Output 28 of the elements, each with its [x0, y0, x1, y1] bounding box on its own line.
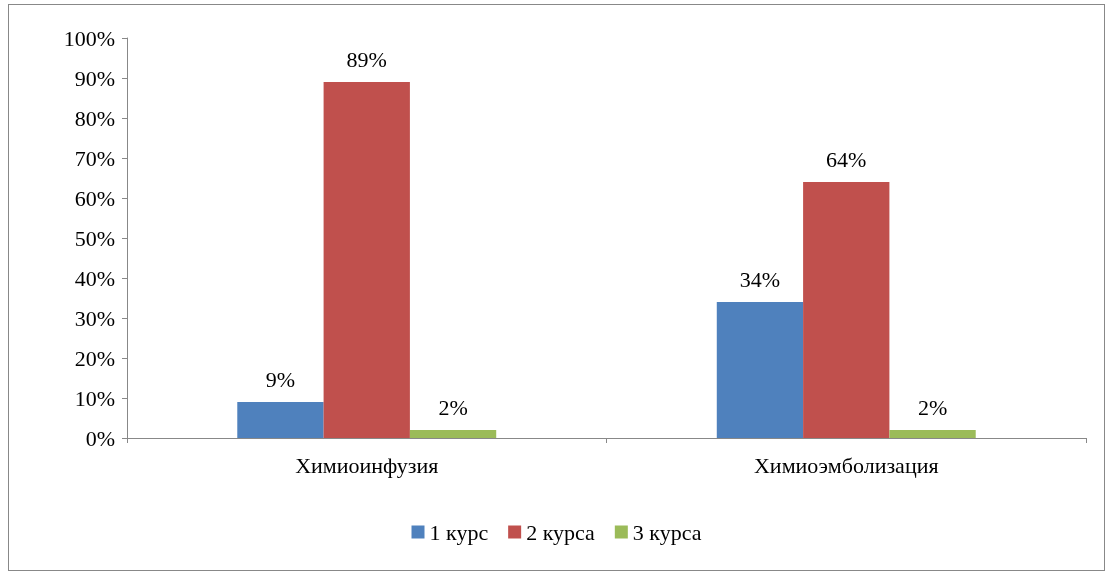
bar	[237, 402, 324, 438]
legend-label: 3 курса	[632, 519, 702, 545]
bar	[716, 302, 804, 438]
data-label: 2%	[917, 394, 948, 420]
x-tick-label: Химиоэмболизация	[753, 452, 939, 478]
legend-label: 1 курс	[429, 519, 489, 545]
bar	[409, 430, 497, 438]
bar	[803, 182, 890, 438]
x-tick-label: Химиоинфузия	[295, 452, 439, 478]
y-tick-label: 60%	[74, 185, 115, 211]
y-tick-label: 80%	[74, 105, 115, 131]
data-label: 64%	[826, 146, 867, 172]
y-tick-label: 30%	[74, 305, 115, 331]
y-tick-label: 90%	[74, 65, 115, 91]
data-label: 2%	[438, 394, 468, 420]
legend-label: 2 курса	[526, 519, 596, 545]
y-tick-label: 100%	[63, 25, 115, 51]
data-label: 89%	[346, 46, 387, 72]
y-tick-label: 20%	[74, 345, 115, 371]
bar	[889, 430, 976, 438]
y-tick-label: 10%	[74, 385, 115, 411]
y-tick-label: 50%	[74, 225, 115, 251]
data-label: 9%	[265, 366, 296, 392]
data-label: 34%	[739, 266, 781, 292]
bar	[323, 82, 410, 438]
y-tick-label: 40%	[74, 265, 115, 291]
y-tick-label: 0%	[85, 425, 115, 451]
y-tick-label: 70%	[74, 145, 115, 171]
